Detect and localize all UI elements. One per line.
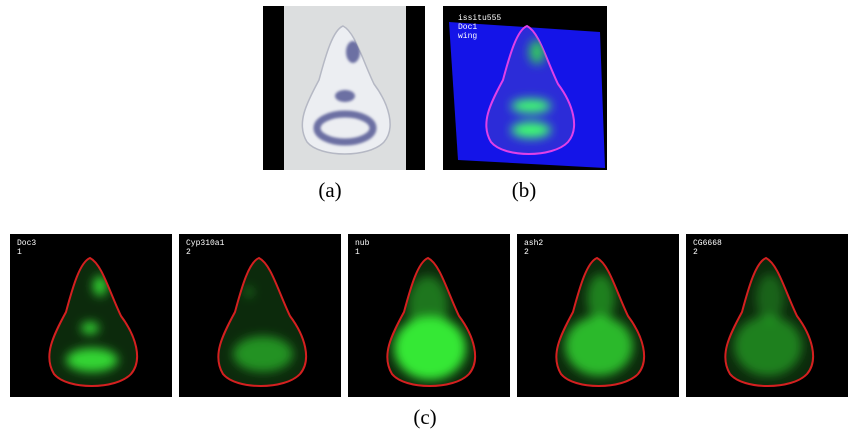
expression-spot [734,316,802,376]
expression-spot [81,322,99,334]
cluster-label: 2 [693,248,698,257]
overlay-text: wing [458,32,477,41]
expression-spot [233,336,293,372]
caption: (a) [318,178,341,202]
expression-spot [587,274,615,322]
gene-label: Cyp310a1 [186,239,225,248]
gene-label: nub [355,239,370,248]
gene-label: Doc3 [17,239,36,248]
caption: (b) [512,178,537,202]
cluster-label: 2 [524,248,529,257]
gene-label: CG6668 [693,239,722,248]
cluster-label: 1 [355,248,360,257]
figure: (a) issitu555 Doc1 wing (b) Doc31Cyp310a… [0,0,850,434]
expression-spot [408,276,448,336]
cluster-label: 2 [186,248,191,257]
panel-a: (a) [263,6,425,202]
overlay-text: Doc1 [458,23,477,32]
caption: (c) [413,405,436,429]
cluster-label: 1 [17,248,22,257]
expression-spot [565,316,633,376]
expression-spot [245,287,253,297]
expression-spot [756,274,784,322]
overlay-text: issitu555 [458,14,501,23]
expression-spot [66,348,118,372]
panel-b: issitu555 Doc1 wing (b) [443,6,607,202]
gene-label: ash2 [524,239,543,248]
